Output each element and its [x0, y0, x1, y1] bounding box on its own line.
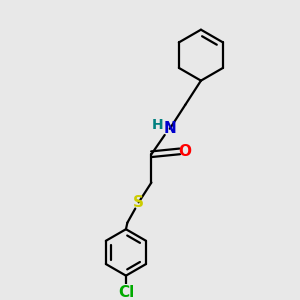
Text: H: H: [152, 118, 164, 131]
Text: Cl: Cl: [118, 285, 134, 300]
Text: N: N: [164, 121, 176, 136]
Text: O: O: [178, 144, 191, 159]
Text: S: S: [133, 195, 144, 210]
